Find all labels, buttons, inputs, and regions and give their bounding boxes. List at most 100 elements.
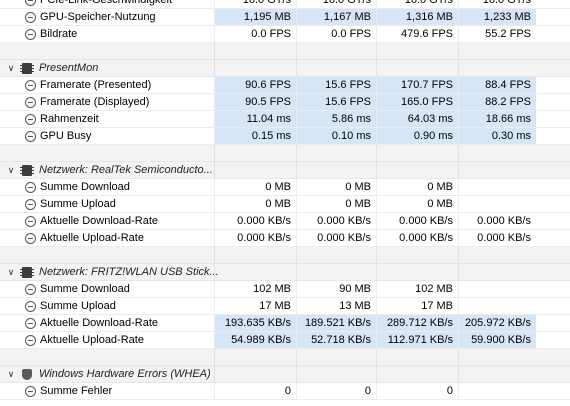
sensor-row[interactable]: GPU Busy 0.15 ms 0.10 ms 0.90 ms 0.30 ms <box>0 128 570 145</box>
sensor-clock-icon <box>25 131 36 142</box>
value-cell-1: 0 <box>214 383 296 399</box>
sensor-group-header[interactable]: ∨ PresentMon <box>0 60 570 77</box>
value-cell-1: 1,195 MB <box>214 9 296 25</box>
sensor-name: Summe Upload <box>40 198 116 210</box>
sensor-row[interactable]: Summe Download 102 MB 90 MB 102 MB <box>0 281 570 298</box>
value-cell-3: 0.90 ms <box>376 128 458 144</box>
value-cell-3: 0 MB <box>376 196 458 212</box>
value-cell-4 <box>458 196 536 212</box>
value-cell-1 <box>214 264 296 280</box>
group-spacer <box>0 145 570 162</box>
value-cell-3 <box>376 366 458 382</box>
sensor-row[interactable]: Framerate (Displayed) 90.5 FPS 15.6 FPS 165… <box>0 94 570 111</box>
sensor-clock-icon <box>25 114 36 125</box>
value-cell-1: 193.635 KB/s <box>214 315 296 331</box>
value-cell-4 <box>458 43 536 59</box>
sensor-row[interactable]: Aktuelle Upload-Rate 0.000 KB/s 0.000 KB/s… <box>0 230 570 247</box>
sensor-name: Rahmenzeit <box>40 113 99 125</box>
value-cell-2: 16.0 GT/s <box>296 0 376 8</box>
chevron-down-icon[interactable]: ∨ <box>7 63 15 73</box>
sensor-group-header[interactable]: ∨ Windows Hardware Errors (WHEA) <box>0 366 570 383</box>
value-cell-3 <box>376 162 458 178</box>
chevron-down-icon[interactable]: ∨ <box>7 369 15 379</box>
value-cell-2: 0.10 ms <box>296 128 376 144</box>
sensor-name: Summe Upload <box>40 300 116 312</box>
value-cell-1: 54.989 KB/s <box>214 332 296 348</box>
value-cell-2: 1,167 MB <box>296 9 376 25</box>
sensor-name: GPU Busy <box>40 130 92 142</box>
sensor-row[interactable]: Aktuelle Upload-Rate 54.989 KB/s 52.718 KB… <box>0 332 570 349</box>
value-cell-2: 0.000 KB/s <box>296 213 376 229</box>
value-cell-3: 170.7 FPS <box>376 77 458 93</box>
sensor-row[interactable]: GPU-Speicher-Nutzung 1,195 MB 1,167 MB 1,31… <box>0 9 570 26</box>
value-cell-4 <box>458 281 536 297</box>
sensor-row[interactable]: Rahmenzeit 11.04 ms 5.86 ms 64.03 ms 18.66 m… <box>0 111 570 128</box>
value-cell-2: 90 MB <box>296 281 376 297</box>
value-cell-4: 0.000 KB/s <box>458 230 536 246</box>
value-cell-3 <box>376 60 458 76</box>
value-cell-4 <box>458 298 536 314</box>
value-cell-1: 0.0 FPS <box>214 26 296 42</box>
value-cell-4: 59.900 KB/s <box>458 332 536 348</box>
sensor-group-title: Windows Hardware Errors (WHEA) <box>39 368 211 380</box>
sensor-name: Framerate (Displayed) <box>40 96 150 108</box>
sensor-clock-icon <box>25 216 36 227</box>
value-cell-2: 5.86 ms <box>296 111 376 127</box>
value-cell-3 <box>376 247 458 263</box>
value-cell-3 <box>376 349 458 365</box>
value-cell-4: 16.0 GT/s <box>458 0 536 8</box>
sensor-group-title: Netzwerk: RealTek Semiconducto... <box>39 164 213 176</box>
value-cell-1 <box>214 247 296 263</box>
value-cell-4 <box>458 60 536 76</box>
value-cell-4: 205.972 KB/s <box>458 315 536 331</box>
sensor-row[interactable]: PCIe-Link-Geschwindigkeit 16.0 GT/s 16.0 G… <box>0 0 570 9</box>
value-cell-3: 479.6 FPS <box>376 26 458 42</box>
sensor-clock-icon <box>25 233 36 244</box>
value-cell-2 <box>296 162 376 178</box>
sensor-name: Aktuelle Download-Rate <box>40 215 159 227</box>
sensor-clock-icon <box>25 284 36 295</box>
value-cell-3: 16.0 GT/s <box>376 0 458 8</box>
value-cell-1: 102 MB <box>214 281 296 297</box>
sensor-name: Summe Fehler <box>40 385 113 397</box>
sensor-row[interactable]: Summe Upload 0 MB 0 MB 0 MB <box>0 196 570 213</box>
sensor-clock-icon <box>25 97 36 108</box>
value-cell-1: 17 MB <box>214 298 296 314</box>
value-cell-3: 17 MB <box>376 298 458 314</box>
value-cell-3: 0 MB <box>376 179 458 195</box>
sensor-row[interactable]: Aktuelle Download-Rate 0.000 KB/s 0.000 KB… <box>0 213 570 230</box>
sensor-clock-icon <box>25 318 36 329</box>
value-cell-3 <box>376 43 458 59</box>
value-cell-2: 52.718 KB/s <box>296 332 376 348</box>
chevron-down-icon[interactable]: ∨ <box>7 165 15 175</box>
value-cell-2 <box>296 247 376 263</box>
sensor-name: Summe Download <box>40 181 130 193</box>
sensor-name: Summe Download <box>40 283 130 295</box>
value-cell-2: 13 MB <box>296 298 376 314</box>
value-cell-1: 11.04 ms <box>214 111 296 127</box>
network-adapter-icon <box>20 267 34 278</box>
value-cell-4 <box>458 264 536 280</box>
value-cell-1: 16.0 GT/s <box>214 0 296 8</box>
network-adapter-icon <box>20 165 34 176</box>
sensor-group-header[interactable]: ∨ Netzwerk: FRITZ!WLAN USB Stick... <box>0 264 570 281</box>
sensor-row[interactable]: Bildrate 0.0 FPS 0.0 FPS 479.6 FPS 55.2 FPS <box>0 26 570 43</box>
value-cell-2: 0 MB <box>296 196 376 212</box>
sensor-name: Aktuelle Download-Rate <box>40 317 159 329</box>
sensor-row[interactable]: Aktuelle Download-Rate 193.635 KB/s 189.52… <box>0 315 570 332</box>
value-cell-2 <box>296 349 376 365</box>
value-cell-4: 88.4 FPS <box>458 77 536 93</box>
sensor-row[interactable]: Summe Download 0 MB 0 MB 0 MB <box>0 179 570 196</box>
sensor-clock-icon <box>25 301 36 312</box>
value-cell-2 <box>296 43 376 59</box>
sensor-clock-icon <box>25 335 36 346</box>
sensor-group-header[interactable]: ∨ Netzwerk: RealTek Semiconducto... <box>0 162 570 179</box>
sensor-row[interactable]: Summe Upload 17 MB 13 MB 17 MB <box>0 298 570 315</box>
value-cell-1: 0.000 KB/s <box>214 230 296 246</box>
value-cell-4 <box>458 145 536 161</box>
value-cell-2: 15.6 FPS <box>296 77 376 93</box>
sensor-group-title: PresentMon <box>39 62 99 74</box>
chevron-down-icon[interactable]: ∨ <box>7 267 15 277</box>
sensor-row[interactable]: Framerate (Presented) 90.6 FPS 15.6 FPS 170… <box>0 77 570 94</box>
sensor-row[interactable]: Summe Fehler 0 0 0 <box>0 383 570 400</box>
